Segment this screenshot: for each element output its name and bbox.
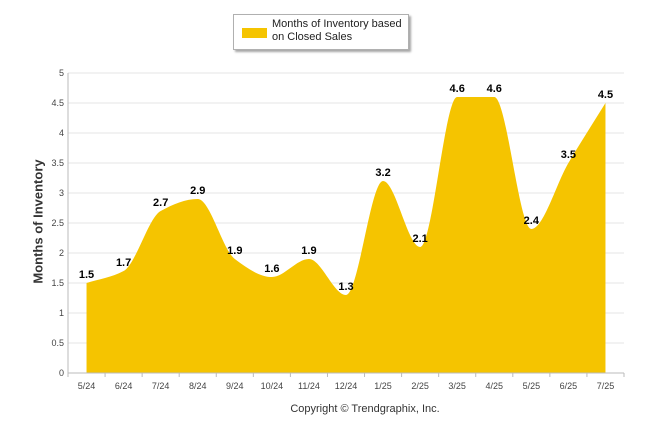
x-tick-label: 6/24: [115, 381, 133, 391]
data-label: 1.6: [264, 263, 279, 275]
y-axis-title: Months of Inventory: [30, 159, 46, 284]
x-tick-label: 12/24: [335, 381, 358, 391]
y-tick-label: 4: [59, 128, 64, 138]
legend: Months of Inventory based on Closed Sale…: [233, 14, 409, 50]
data-label: 2.4: [524, 215, 540, 227]
x-tick-label: 6/25: [560, 381, 578, 391]
x-tick-label: 7/24: [152, 381, 170, 391]
x-tick-label: 4/25: [486, 381, 504, 391]
y-tick-label: 4.5: [51, 98, 64, 108]
data-label: 2.7: [153, 197, 168, 209]
y-tick-label: 2.5: [51, 218, 64, 228]
data-label: 3.2: [375, 167, 390, 179]
y-tick-label: 0: [59, 368, 64, 378]
x-tick-label: 2/25: [411, 381, 429, 391]
y-tick-label: 5: [59, 68, 64, 78]
x-tick-label: 3/25: [448, 381, 466, 391]
data-label: 3.5: [561, 149, 576, 161]
legend-swatch: [242, 28, 267, 38]
x-tick-label: 11/24: [298, 381, 320, 391]
y-tick-label: 3.5: [51, 158, 64, 168]
data-label: 1.5: [79, 269, 94, 281]
data-label: 1.7: [116, 257, 131, 269]
data-label: 4.6: [450, 83, 465, 95]
axes: [67, 73, 625, 377]
x-tick-label: 5/25: [523, 381, 541, 391]
data-labels: 1.5 1.7 2.7 2.9 1.9 1.6 1.9 1.3 3.2 2.1 4.6 4.6 2.4 3…: [79, 83, 613, 293]
x-tick-labels: 5/24 6/24 7/24 8/24 9/24 10/24 11/24 12/24 1/25 2…: [78, 381, 614, 391]
x-tick-label: 8/24: [189, 381, 207, 391]
y-tick-label: 1.5: [51, 278, 64, 288]
data-label: 4.5: [598, 89, 613, 101]
x-tick-label: 9/24: [226, 381, 244, 391]
legend-label: Months of Inventory based on Closed Sale…: [272, 18, 402, 43]
y-tick-label: 0.5: [51, 338, 64, 348]
data-label: 4.6: [487, 83, 502, 95]
x-tick-label: 1/25: [374, 381, 392, 391]
data-label: 1.3: [338, 281, 353, 293]
series-area: [86, 97, 606, 373]
y-tick-labels: 0 0.5 1 1.5 2 2.5 3 3.5 4 4.5 5: [51, 68, 64, 378]
data-label: 1.9: [227, 245, 242, 257]
y-tick-label: 1: [59, 308, 64, 318]
data-label: 1.9: [301, 245, 316, 257]
data-label: 2.1: [412, 233, 427, 245]
copyright-text: Copyright © Trendgraphix, Inc.: [290, 403, 440, 415]
x-tick-label: 7/25: [597, 381, 615, 391]
y-tick-label: 3: [59, 188, 64, 198]
y-tick-label: 2: [59, 248, 64, 258]
data-label: 2.9: [190, 185, 205, 197]
x-tick-label: 10/24: [261, 381, 284, 391]
x-tick-label: 5/24: [78, 381, 96, 391]
